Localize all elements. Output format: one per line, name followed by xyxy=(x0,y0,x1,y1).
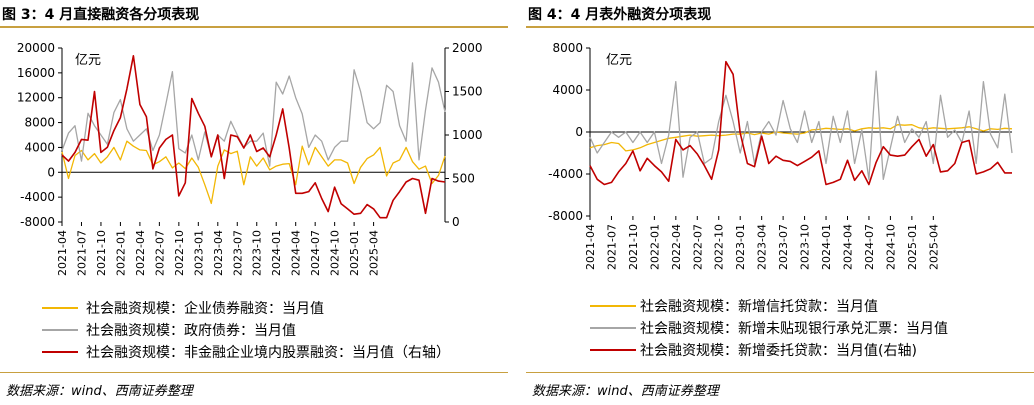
legend-label-2: 社会融资规模：新增未贴现银行承兑汇票：当月值 xyxy=(640,321,948,337)
series-line-1 xyxy=(61,140,446,205)
x-tick-label: 2021-10 xyxy=(627,224,640,270)
legend-label-1: 社会融资规模：新增信托贷款：当月值 xyxy=(640,299,878,315)
legend-label-1: 社会融资规模：企业债券融资：当月值 xyxy=(86,300,324,317)
x-tick-label: 2023-10 xyxy=(799,224,812,270)
y-tick-label-left: -8000 xyxy=(20,215,55,229)
x-tick-label: 2024-10 xyxy=(329,230,342,276)
x-tick-label: 2024-04 xyxy=(290,230,303,276)
series-line-3 xyxy=(61,54,446,219)
y-tick-label-left: 0 xyxy=(47,165,55,179)
y-tick-label-right: 500 xyxy=(452,172,475,186)
unit-label: 亿元 xyxy=(75,53,101,68)
legend-label-2: 社会融资规模：政府债券：当月值 xyxy=(86,323,296,339)
y-tick-label-right: 1500 xyxy=(452,85,483,99)
y-tick-label-left: 12000 xyxy=(17,91,55,105)
x-tick-label: 2023-04 xyxy=(212,230,225,276)
y-tick-label-left: 8000 xyxy=(552,41,583,55)
legend-label-3: 社会融资规模：新增委托贷款：当月值(右轴) xyxy=(640,343,917,359)
unit-label: 亿元 xyxy=(606,53,632,68)
figure-4-chart: -8000 -4000 0 4000 8000 亿元 2021-04 2021-07 2021-… xyxy=(548,41,1013,359)
y-tick-label-left: 20000 xyxy=(17,41,55,55)
y-tick-label-left: 0 xyxy=(575,125,583,139)
x-tick-label: 2022-10 xyxy=(713,224,726,270)
figure-4-title-rule xyxy=(526,26,1034,28)
y-tick-label-left: -8000 xyxy=(548,209,583,223)
legend-label-3: 社会融资规模：非金融企业境内股票融资：当月值（右轴） xyxy=(86,344,450,361)
x-tick-label: 2021-07 xyxy=(605,224,618,270)
y-tick-label-right: 0 xyxy=(452,215,460,229)
x-tick-label: 2024-07 xyxy=(309,230,322,276)
x-tick-label: 2021-04 xyxy=(56,230,69,276)
y-tick-label-left: 4000 xyxy=(24,140,55,154)
x-tick-label: 2023-01 xyxy=(192,230,205,276)
x-tick-label: 2024-01 xyxy=(270,230,283,276)
figure-4-source-rule xyxy=(526,372,1034,373)
y-tick-label-left: 16000 xyxy=(17,66,55,80)
x-tick-label: 2022-07 xyxy=(691,224,704,270)
x-tick-label: 2022-04 xyxy=(134,230,147,276)
x-tick-label: 2022-01 xyxy=(648,224,661,270)
x-tick-label: 2023-07 xyxy=(231,230,244,276)
x-tick-label: 2022-01 xyxy=(114,230,127,276)
y-tick-label-left: -4000 xyxy=(548,167,583,181)
figure-4-title: 图 4：4 月表外融资分项表现 xyxy=(528,7,712,23)
x-tick-label: 2022-04 xyxy=(670,224,683,270)
x-tick-label: 2025-01 xyxy=(906,224,919,270)
x-tick-label: 2023-04 xyxy=(756,224,769,270)
series-line-3 xyxy=(589,60,1012,186)
figure-4-panel: 图 4：4 月表外融资分项表现 -8000 -4000 0 4000 8000 亿元 202… xyxy=(526,0,1034,405)
figure-3-panel: 图 3：4 月直接融资各分项表现 -8000 -4000 0 4000 8000 1200… xyxy=(0,0,508,405)
figure-3-source-rule xyxy=(0,372,508,373)
x-tick-label: 2025-04 xyxy=(368,230,381,276)
x-tick-label: 2024-01 xyxy=(820,224,833,270)
series-line-2 xyxy=(61,62,446,167)
x-tick-label: 2021-07 xyxy=(75,230,88,276)
x-tick-label: 2022-10 xyxy=(173,230,186,276)
x-tick-label: 2024-04 xyxy=(841,224,854,270)
y-tick-label-left: 8000 xyxy=(24,116,55,130)
x-tick-label: 2021-04 xyxy=(584,224,597,270)
series-line-1 xyxy=(589,124,1013,152)
x-tick-label: 2022-07 xyxy=(153,230,166,276)
x-tick-label: 2025-04 xyxy=(927,224,940,270)
y-tick-label-right: 2000 xyxy=(452,41,483,55)
x-tick-label: 2024-07 xyxy=(863,224,876,270)
x-tick-label: 2021-10 xyxy=(95,230,108,276)
y-tick-label-right: 1000 xyxy=(452,128,483,142)
y-tick-label-left: -4000 xyxy=(20,190,55,204)
y-tick-label-left: 4000 xyxy=(552,83,583,97)
figure-3-chart: -8000 -4000 0 4000 8000 12000 16000 20000 0 500 10… xyxy=(17,41,483,361)
figure-3-title-rule xyxy=(0,26,508,28)
x-tick-label: 2025-01 xyxy=(348,230,361,276)
x-tick-label: 2023-07 xyxy=(777,224,790,270)
figure-3-source: 数据来源：wind、西南证券整理 xyxy=(6,384,193,399)
x-tick-label: 2023-10 xyxy=(251,230,264,276)
figure-3-title: 图 3：4 月直接融资各分项表现 xyxy=(2,7,200,23)
series-line-2 xyxy=(589,70,1013,180)
x-tick-label: 2024-10 xyxy=(884,224,897,270)
x-tick-label: 2023-01 xyxy=(734,224,747,270)
figure-4-source: 数据来源：wind、西南证券整理 xyxy=(532,384,719,399)
